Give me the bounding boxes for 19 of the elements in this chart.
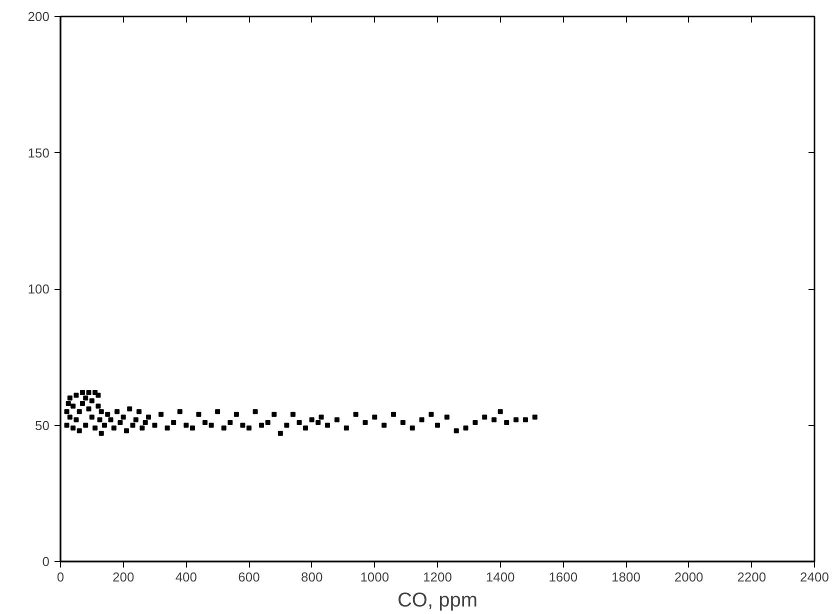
y-tick-label: 200 <box>28 9 50 24</box>
x-tick-label: 800 <box>300 570 323 584</box>
x-tick-label: 1200 <box>423 570 452 584</box>
x-tick-label: 1400 <box>486 570 515 584</box>
y-tick-label: 50 <box>35 418 50 433</box>
x-tick-label: 600 <box>238 570 260 584</box>
x-tick-label: 1600 <box>548 570 578 584</box>
x-tick-label: 2200 <box>737 570 766 584</box>
x-tick-label: 1000 <box>360 570 390 584</box>
x-tick-label: 2400 <box>800 570 829 584</box>
x-tick-label: 200 <box>112 570 134 584</box>
y-tick-label: 150 <box>28 145 50 160</box>
x-axis-title: CO, ppm <box>397 590 478 612</box>
y-tick-label: 0 <box>42 554 50 569</box>
x-tick-label: 0 <box>56 570 64 584</box>
x-tick-label: 2000 <box>674 570 704 584</box>
y-tick-label: 100 <box>28 282 50 296</box>
x-tick-label: 400 <box>175 570 198 584</box>
x-tick-label: 1800 <box>612 570 640 584</box>
